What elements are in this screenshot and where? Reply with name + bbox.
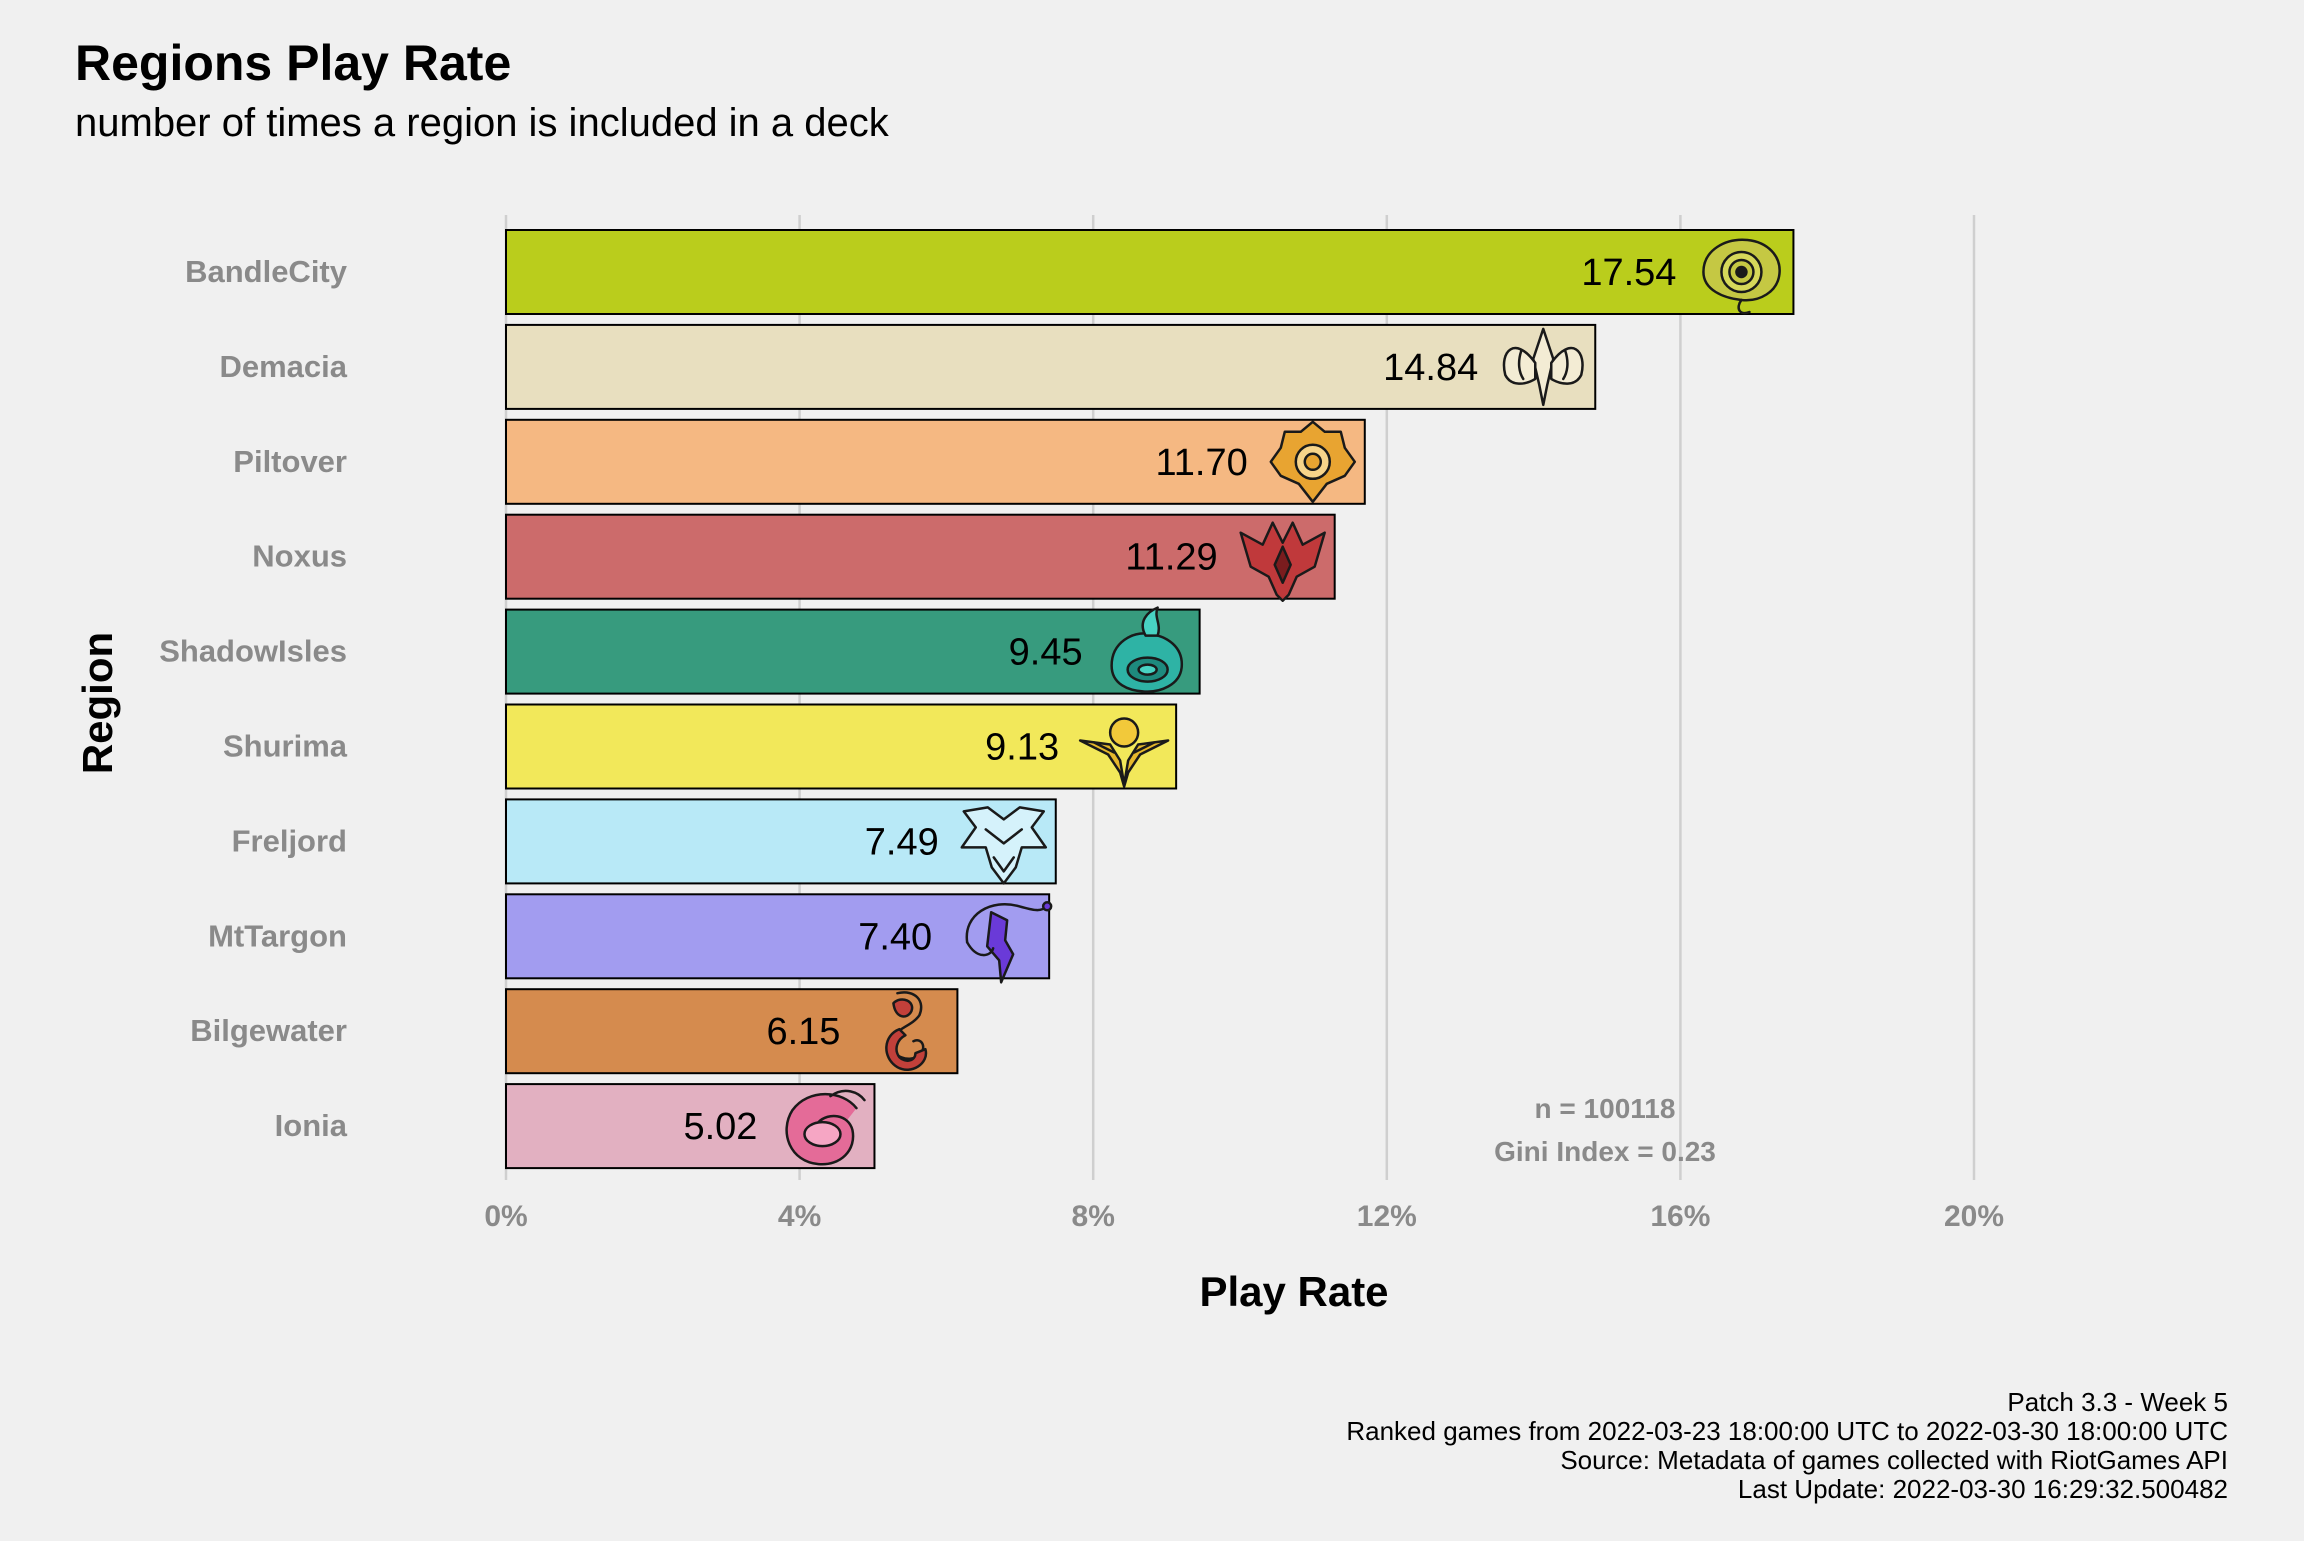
x-tick-label: 8% (1072, 1200, 1115, 1233)
bar-value-label: 9.45 (1009, 632, 1083, 674)
x-axis-label: Play Rate (1199, 1268, 1388, 1315)
bilgewater-icon (885, 991, 928, 1071)
bar-value-label: 11.29 (1125, 537, 1217, 579)
bar-value-label: 14.84 (1383, 347, 1478, 389)
y-tick-label: ShadowIsles (159, 634, 347, 669)
ionia-icon (785, 1089, 866, 1166)
y-axis-label: Region (74, 632, 121, 774)
x-tick-label: 0% (484, 1200, 527, 1233)
y-tick-label: BandleCity (185, 254, 348, 289)
bar-value-label: 7.49 (865, 821, 939, 863)
y-tick-label: MtTargon (208, 918, 347, 953)
x-tick-label: 12% (1357, 1200, 1417, 1233)
bar-value-label: 5.02 (683, 1106, 757, 1148)
chart-subtitle: number of times a region is included in … (75, 101, 890, 145)
chart-title: Regions Play Rate (75, 35, 511, 91)
y-tick-label: Bilgewater (190, 1013, 347, 1048)
bars: 17.54 14.84 11.70 11.29 9.45 9.13 7.49 7.40 6.15… (505, 229, 1795, 1170)
bar-value-label: 7.40 (858, 916, 932, 958)
bar-value-label: 17.54 (1581, 252, 1676, 294)
caption-source: Source: Metadata of games collected with… (1560, 1445, 2228, 1475)
freljord-icon (960, 806, 1048, 885)
bandlecity-icon (1702, 238, 1781, 315)
bar (505, 513, 1336, 600)
bar (505, 893, 1051, 980)
bar-value-label: 11.70 (1155, 442, 1247, 484)
y-tick-label: Ionia (275, 1108, 348, 1143)
x-tick-label: 16% (1650, 1200, 1710, 1233)
bar (505, 703, 1178, 790)
caption-patch: Patch 3.3 - Week 5 (2007, 1387, 2228, 1417)
y-tick-label: Shurima (223, 729, 348, 764)
demacia-icon (1502, 327, 1584, 407)
bar-value-label: 6.15 (766, 1011, 840, 1053)
y-tick-label: Demacia (219, 349, 347, 384)
x-tick-label: 4% (778, 1200, 821, 1233)
bar (505, 608, 1201, 695)
piltover-icon (1269, 420, 1357, 504)
shadowisles-icon (1110, 606, 1183, 693)
x-axis-tick-labels: 0% 4% 8% 12% 16% 20% (484, 1200, 2004, 1233)
caption-last-update: Last Update: 2022-03-30 16:29:32.500482 (1738, 1474, 2228, 1504)
sample-size-annotation: n = 100118 (1535, 1093, 1676, 1124)
bar (505, 418, 1366, 505)
noxus-icon (1239, 521, 1326, 602)
gini-index-annotation: Gini Index = 0.23 (1494, 1136, 1716, 1167)
y-tick-label: Noxus (252, 539, 347, 574)
caption-date-range: Ranked games from 2022-03-23 18:00:00 UT… (1346, 1416, 2228, 1446)
bar (505, 229, 1795, 315)
y-tick-label: Piltover (233, 444, 347, 479)
bar (505, 323, 1597, 410)
x-tick-label: 20% (1944, 1200, 2004, 1233)
bar-value-label: 9.13 (985, 727, 1059, 769)
mttargon-icon (965, 901, 1053, 984)
shurima-icon (1078, 717, 1170, 788)
y-axis-tick-labels: BandleCity Demacia Piltover Noxus ShadowIsle… (159, 254, 348, 1143)
y-tick-label: Freljord (232, 823, 347, 858)
bar (505, 988, 959, 1075)
